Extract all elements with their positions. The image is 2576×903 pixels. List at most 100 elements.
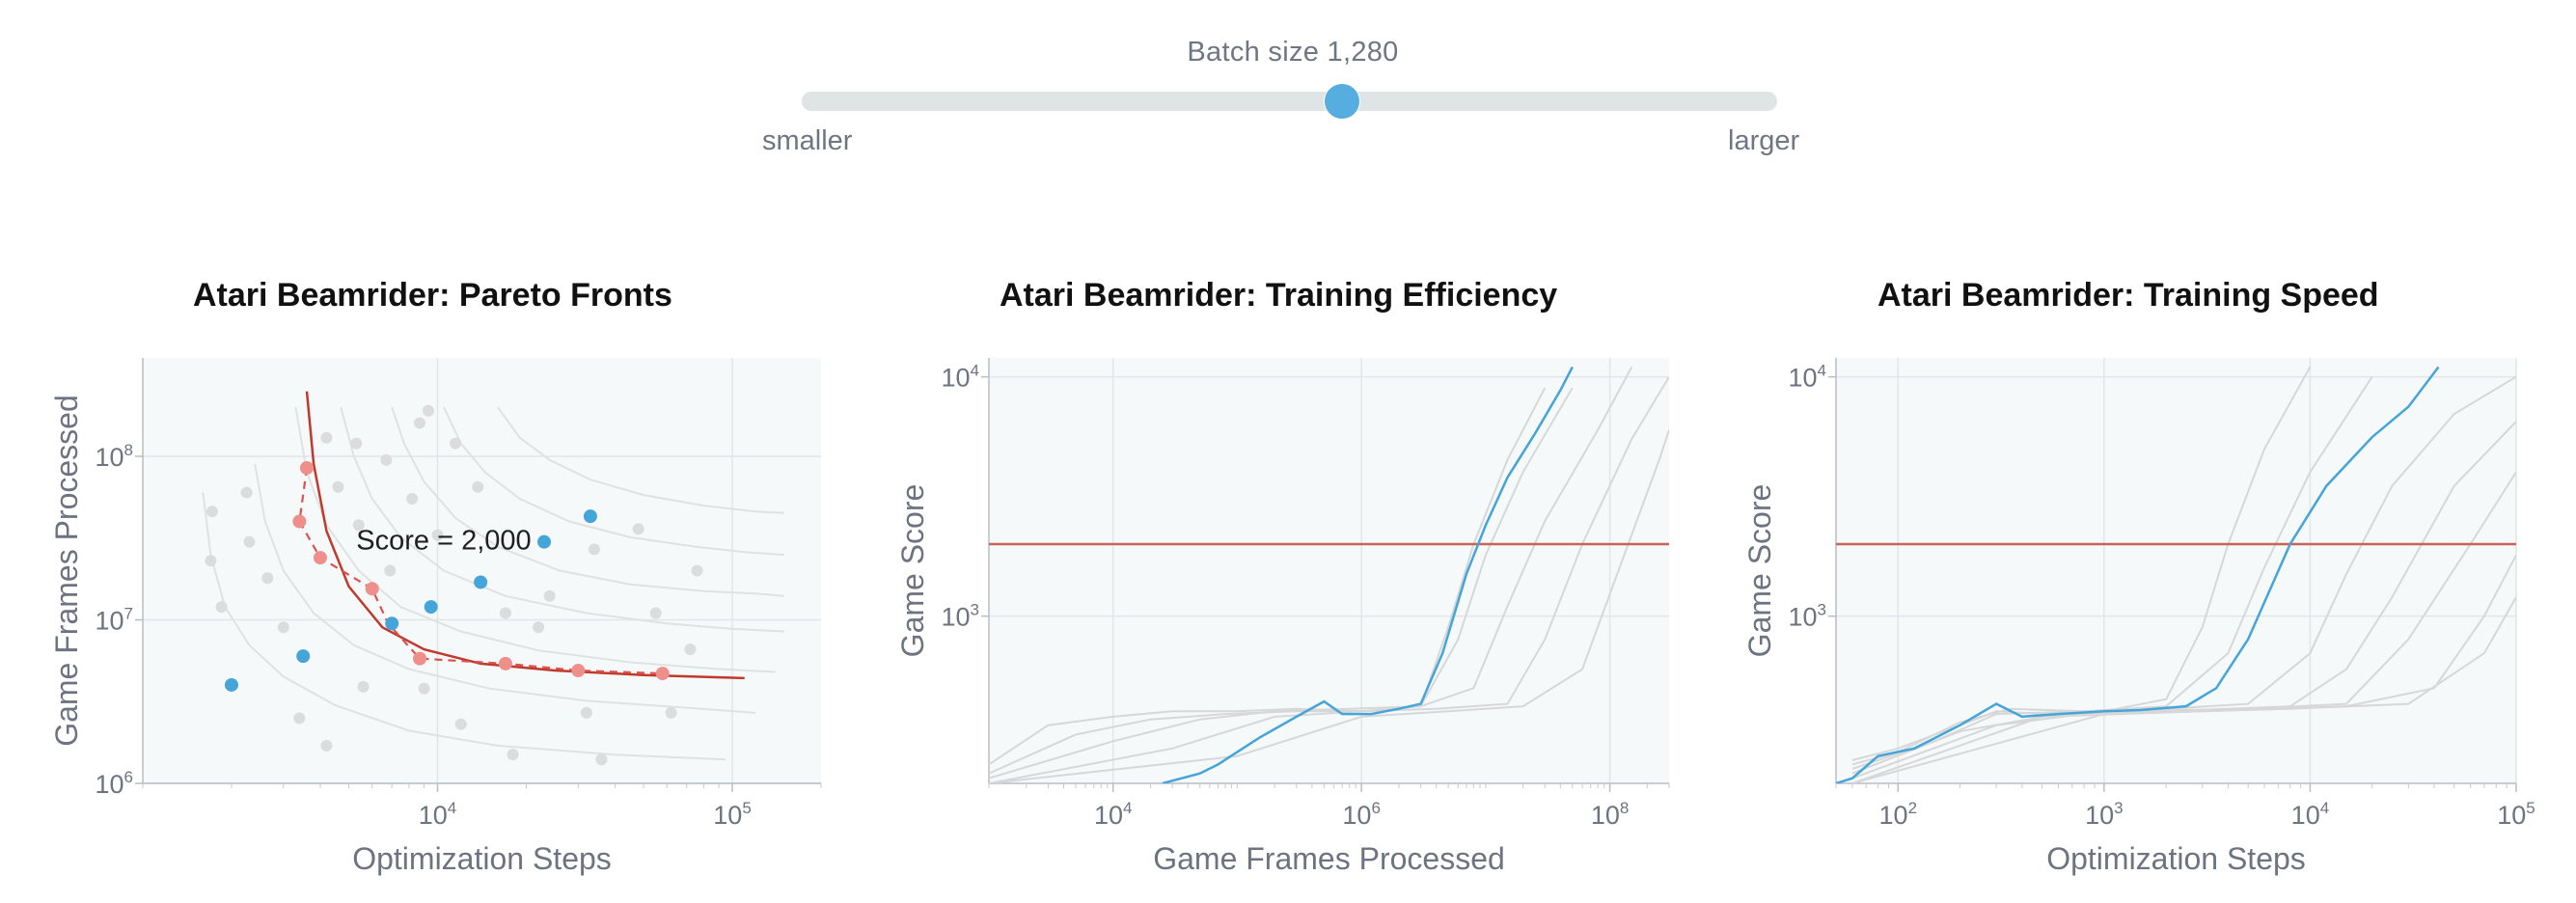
background-run-line: [1851, 596, 2516, 783]
grey-point: [588, 543, 600, 556]
highlight-point: [385, 616, 399, 631]
y-tick-label: 104: [941, 362, 979, 393]
background-run-line: [989, 366, 1633, 780]
grey-point: [406, 493, 419, 506]
score-point: [299, 460, 314, 475]
grey-point: [215, 601, 228, 614]
y-axis-label: Game Frames Processed: [49, 395, 84, 747]
x-tick-label: 106: [1342, 799, 1381, 830]
plot-area: [143, 358, 821, 783]
x-tick-label: 103: [2085, 799, 2124, 830]
grey-point: [499, 607, 511, 619]
grey-point: [684, 643, 697, 656]
grey-point: [649, 607, 662, 619]
grey-point: [205, 555, 217, 567]
grey-point: [243, 535, 256, 548]
x-tick-label: 104: [419, 799, 457, 830]
slider-title: Batch size 1,280: [1187, 37, 1399, 68]
score-2000-front: [305, 391, 745, 680]
grey-front-curve: [443, 406, 784, 557]
highlight-run-line: [1836, 366, 2440, 783]
highlight-run-line: [1162, 366, 1574, 783]
highlight-point: [296, 649, 311, 664]
x-tick-label: 104: [1094, 799, 1133, 830]
grey-front-curve: [254, 463, 756, 714]
plot-content: [1836, 366, 2516, 783]
score-point: [313, 551, 327, 565]
grey-point: [454, 718, 467, 730]
grey-point: [320, 739, 333, 752]
plot-content: [989, 366, 1669, 783]
score-point: [571, 664, 586, 678]
chart-pareto: 104 105 106 107 108 Optimization Steps Game Fr…: [49, 358, 822, 876]
y-tick-label: 107: [95, 605, 133, 636]
grey-point: [384, 564, 397, 577]
background-run-line: [989, 429, 1669, 783]
grey-point: [418, 682, 430, 695]
highlight-point: [424, 600, 438, 615]
chart-speed: 102 103 104 105 103 104 Optimization Steps Game…: [1742, 358, 2535, 876]
y-tick-label: 103: [1788, 601, 1826, 632]
y-tick-label: 103: [941, 601, 979, 632]
background-run-line: [1851, 376, 2373, 766]
x-tick-label: 104: [2291, 799, 2330, 830]
plot-content: [202, 391, 784, 766]
highlight-point: [474, 575, 488, 589]
grey-point: [380, 453, 393, 466]
y-tick-label: 104: [1788, 362, 1826, 393]
y-tick-label: 106: [95, 768, 133, 799]
x-tick-label: 105: [713, 799, 752, 830]
grey-point: [261, 572, 274, 585]
background-run-line: [1851, 375, 2516, 770]
grey-point: [580, 706, 592, 719]
grey-point: [277, 621, 289, 634]
grey-point: [240, 486, 253, 499]
background-run-line: [989, 376, 1669, 783]
grey-point: [350, 437, 363, 450]
grey-point: [414, 417, 426, 429]
grey-front-curve: [497, 406, 784, 514]
grey-point: [320, 431, 333, 444]
highlight-point: [224, 677, 238, 692]
grey-front-curve: [294, 406, 776, 673]
x-axis-label: Optimization Steps: [2046, 841, 2306, 876]
grey-point: [595, 753, 608, 766]
x-axis-label: Optimization Steps: [352, 841, 612, 876]
grey-point: [507, 749, 519, 761]
y-axis-label: Game Score: [1742, 484, 1777, 658]
y-axis-label: Game Score: [895, 484, 930, 658]
score-point: [413, 651, 427, 666]
grey-point: [632, 523, 644, 535]
chart-title-speed: Atari Beamrider: Training Speed: [1877, 277, 2379, 314]
grey-point: [352, 519, 365, 532]
highlight-point: [537, 534, 552, 549]
y-tick-label: 108: [95, 441, 133, 472]
score-point: [498, 656, 512, 670]
plot-area: [1836, 358, 2516, 783]
x-tick-label: 108: [1591, 799, 1630, 830]
grey-point: [533, 621, 545, 634]
grey-point: [472, 480, 484, 493]
background-run-line: [1851, 471, 2516, 780]
slider-thumb[interactable]: [1324, 83, 1360, 120]
score-point: [365, 582, 379, 596]
highlight-point: [583, 509, 597, 524]
score-annotation: Score = 2,000: [356, 525, 531, 556]
grey-point: [450, 437, 462, 450]
grey-point: [691, 564, 703, 577]
slider-max-label: larger: [1728, 125, 1800, 156]
grey-point: [543, 589, 556, 602]
grey-point: [665, 706, 677, 719]
grey-point: [422, 404, 434, 417]
grey-point: [431, 529, 444, 541]
grey-point: [357, 680, 370, 693]
grey-point: [293, 712, 306, 725]
grey-front-curve: [391, 406, 784, 597]
slider-min-label: smaller: [762, 125, 853, 156]
grey-point: [206, 506, 218, 518]
slider-track[interactable]: [802, 92, 1777, 111]
score-point: [292, 514, 307, 529]
chart-efficiency: 104 106 108 103 104 Game Frames Processed Game…: [895, 358, 1670, 876]
x-tick-label: 105: [2497, 799, 2535, 830]
